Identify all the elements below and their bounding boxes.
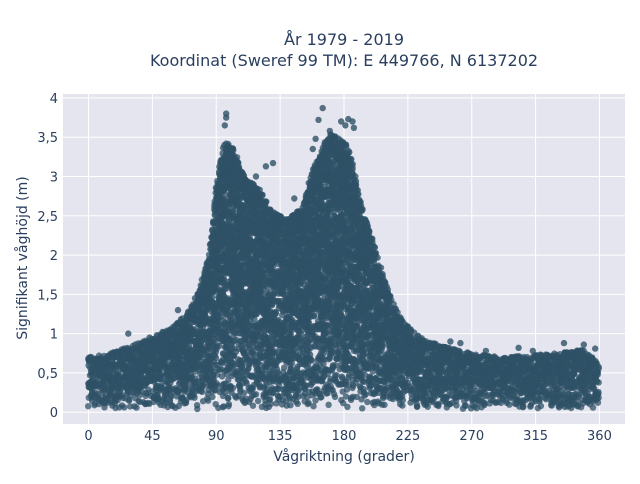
data-point bbox=[230, 147, 236, 153]
chart-title-line2: Koordinat (Sweref 99 TM): E 449766, N 61… bbox=[150, 51, 538, 70]
data-point bbox=[230, 385, 236, 391]
data-point bbox=[191, 395, 197, 401]
data-point bbox=[287, 402, 293, 408]
data-point bbox=[259, 192, 265, 198]
data-point bbox=[194, 406, 200, 412]
data-point bbox=[199, 389, 205, 395]
data-point bbox=[263, 199, 269, 205]
data-point bbox=[309, 357, 315, 363]
data-point bbox=[121, 404, 127, 410]
data-point bbox=[250, 403, 256, 409]
data-point bbox=[133, 404, 139, 410]
data-point bbox=[268, 401, 274, 407]
chart-title-line1: År 1979 - 2019 bbox=[284, 30, 404, 49]
data-point bbox=[226, 401, 232, 407]
data-point bbox=[281, 365, 287, 371]
data-point bbox=[85, 403, 91, 409]
data-point bbox=[255, 398, 261, 404]
data-point bbox=[241, 390, 247, 396]
data-point bbox=[225, 395, 231, 401]
data-point bbox=[311, 313, 317, 319]
data-point bbox=[310, 403, 316, 409]
data-point bbox=[253, 391, 259, 397]
data-point bbox=[295, 401, 301, 407]
